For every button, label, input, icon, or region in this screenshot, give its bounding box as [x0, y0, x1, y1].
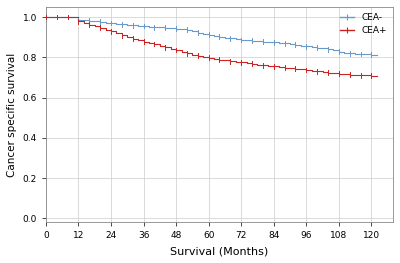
Legend: CEA-, CEA+: CEA-, CEA+ [337, 10, 390, 38]
Y-axis label: Cancer specific survival: Cancer specific survival [7, 53, 17, 177]
X-axis label: Survival (Months): Survival (Months) [170, 246, 269, 256]
